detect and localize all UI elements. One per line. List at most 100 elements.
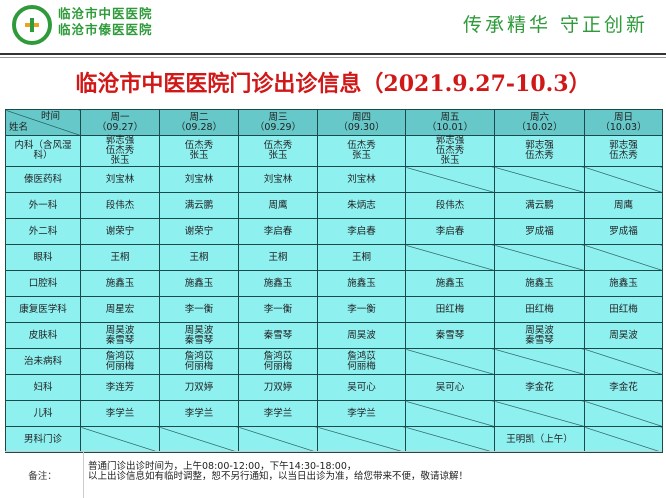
department-cell: 康复医学科 xyxy=(5,296,81,323)
empty-cell xyxy=(159,426,239,453)
note-divider xyxy=(83,452,84,498)
empty-cell xyxy=(494,348,585,375)
page-title: 临沧市中医医院门诊出诊信息（2021.9.27-10.3） xyxy=(75,71,591,97)
table-row: 妇科 李连芳 刀双婷 刀双婷 吴可心 吴可心 李金花 李金花 xyxy=(5,374,663,401)
hospital-name-2: 临沧市傣医医院 xyxy=(58,22,153,37)
day-header: 周六 （10.02） xyxy=(494,109,585,136)
doctor-cell: 施鑫玉 xyxy=(159,270,239,297)
empty-cell xyxy=(317,426,406,453)
date-label: （10.03） xyxy=(600,121,647,133)
doctor-cell: 周昊波 xyxy=(317,322,406,349)
corner-time-label: 时间 xyxy=(40,111,60,122)
table-row: 皮肤科 周昊波 秦雪琴 周昊波 秦雪琴 秦雪琴 周昊波 秦雪琴 周昊波 秦雪琴 周昊波 xyxy=(5,322,663,349)
table-row: 傣医药科 刘宝林 刘宝林 刘宝林 刘宝林 xyxy=(5,166,663,193)
doctor-cell: 罗成福 xyxy=(584,218,663,245)
doctor-cell: 李一衡 xyxy=(317,296,406,323)
doctor-cell: 詹鸿苡 何丽梅 xyxy=(80,348,160,375)
day-header: 周一 （09.27） xyxy=(80,109,160,136)
doctor-cell: 秦雪琴 xyxy=(405,322,495,349)
doctor-cell: 李学兰 xyxy=(159,400,239,427)
doctor-cell: 李学兰 xyxy=(317,400,406,427)
doctor-cell: 周昊波 xyxy=(584,322,663,349)
doctor-cell: 詹鸿苡 何丽梅 xyxy=(317,348,406,375)
doctor-cell: 周昊波 秦雪琴 xyxy=(159,322,239,349)
note-section: 备注： 普通门诊出诊时间为，上午08:00-12:00，下午14:30-18:0… xyxy=(5,451,662,498)
date-label: （09.30） xyxy=(338,121,385,133)
table-row: 外一科 段伟杰 满云鹏 周鹰 朱炳志 段伟杰 满云鹏 周鹰 xyxy=(5,192,663,219)
doctor-cell: 刘宝林 xyxy=(238,166,318,193)
department-cell: 口腔科 xyxy=(5,270,81,297)
doctor-cell: 李启春 xyxy=(405,218,495,245)
doctor-cell: 王桐 xyxy=(317,244,406,271)
date-label: （10.01） xyxy=(426,121,474,133)
department-cell: 眼科 xyxy=(5,244,81,271)
department-cell: 外一科 xyxy=(5,192,81,219)
table-row: 男科门诊 王明凯（上午） xyxy=(5,426,663,453)
empty-cell xyxy=(405,426,495,453)
doctor-cell: 田红梅 xyxy=(405,296,495,323)
day-header: 周二 （09.28） xyxy=(159,109,239,136)
empty-cell xyxy=(584,166,663,193)
table-row: 康复医学科 周星宏 李一衡 李一衡 李一衡 田红梅 田红梅 田红梅 xyxy=(5,296,663,323)
empty-cell xyxy=(494,400,585,427)
note-line: 普通门诊出诊时间为，上午08:00-12:00，下午14:30-18:00， xyxy=(88,461,357,472)
doctor-cell: 王桐 xyxy=(80,244,160,271)
doctor-cell: 施鑫玉 xyxy=(317,270,406,297)
doctor-cell: 伍杰秀 张玉 xyxy=(159,135,239,167)
empty-cell xyxy=(584,244,663,271)
doctor-cell: 郭志强 伍杰秀 张玉 xyxy=(80,135,160,167)
doctor-cell: 刀双婷 xyxy=(238,374,318,401)
doctor-cell: 伍杰秀 张玉 xyxy=(317,135,406,167)
empty-cell xyxy=(494,166,585,193)
note-line: 以上出诊信息如有临时调整，恕不另行通知，以当日出诊为准，给您带来不便，敬请谅解！ xyxy=(88,471,469,482)
day-label: 周五 xyxy=(440,111,460,123)
empty-cell xyxy=(405,400,495,427)
doctor-cell: 李学兰 xyxy=(80,400,160,427)
table-row: 儿科 李学兰 李学兰 李学兰 李学兰 xyxy=(5,400,663,427)
doctor-cell: 李启春 xyxy=(317,218,406,245)
slogan: 传承精华 守正创新 xyxy=(462,14,648,36)
corner-header: 时间 姓名 xyxy=(5,109,81,136)
schedule-table: 时间 姓名 周一 （09.27） 周二 （09.28） 周三 （09.29） 周四 （09.30… xyxy=(5,109,663,453)
doctor-cell: 施鑫玉 xyxy=(80,270,160,297)
doctor-cell: 李一衡 xyxy=(159,296,239,323)
doctor-cell: 施鑫玉 xyxy=(584,270,663,297)
doctor-cell: 谢荣宁 xyxy=(159,218,239,245)
doctor-cell: 王明凯（上午） xyxy=(494,426,585,453)
doctor-cell: 刘宝林 xyxy=(317,166,406,193)
doctor-cell: 罗成福 xyxy=(494,218,585,245)
doctor-cell: 周昊波 秦雪琴 xyxy=(494,322,585,349)
doctor-cell: 段伟杰 xyxy=(80,192,160,219)
day-label: 周一 xyxy=(110,111,130,123)
doctor-cell: 郭志强 伍杰秀 张玉 xyxy=(405,135,495,167)
department-cell: 外二科 xyxy=(5,218,81,245)
doctor-cell: 李学兰 xyxy=(238,400,318,427)
header-row: 时间 姓名 周一 （09.27） 周二 （09.28） 周三 （09.29） 周四 （09.30… xyxy=(5,109,663,136)
doctor-cell: 伍杰秀 张玉 xyxy=(238,135,318,167)
department-cell: 妇科 xyxy=(5,374,81,401)
table-row: 外二科 谢荣宁 谢荣宁 李启春 李启春 李启春 罗成福 罗成福 xyxy=(5,218,663,245)
doctor-cell: 施鑫玉 xyxy=(494,270,585,297)
doctor-cell: 王桐 xyxy=(238,244,318,271)
doctor-cell: 李一衡 xyxy=(238,296,318,323)
day-label: 周六 xyxy=(529,111,549,123)
doctor-cell: 吴可心 xyxy=(405,374,495,401)
empty-cell xyxy=(584,400,663,427)
doctor-cell: 郭志强 伍杰秀 xyxy=(584,135,663,167)
doctor-cell: 刘宝林 xyxy=(159,166,239,193)
doctor-cell: 吴可心 xyxy=(317,374,406,401)
doctor-cell: 谢荣宁 xyxy=(80,218,160,245)
day-label: 周三 xyxy=(268,111,288,123)
hospital-names: 临沧市中医医院 临沧市傣医医院 xyxy=(58,6,153,38)
empty-cell xyxy=(405,348,495,375)
doctor-cell: 周鹰 xyxy=(238,192,318,219)
doctor-cell: 周星宏 xyxy=(80,296,160,323)
doctor-cell: 秦雪琴 xyxy=(238,322,318,349)
doctor-cell: 满云鹏 xyxy=(159,192,239,219)
divider xyxy=(0,53,666,55)
doctor-cell: 田红梅 xyxy=(494,296,585,323)
empty-cell xyxy=(494,244,585,271)
doctor-cell: 满云鹏 xyxy=(494,192,585,219)
doctor-cell: 田红梅 xyxy=(584,296,663,323)
date-label: （10.02） xyxy=(516,121,563,133)
